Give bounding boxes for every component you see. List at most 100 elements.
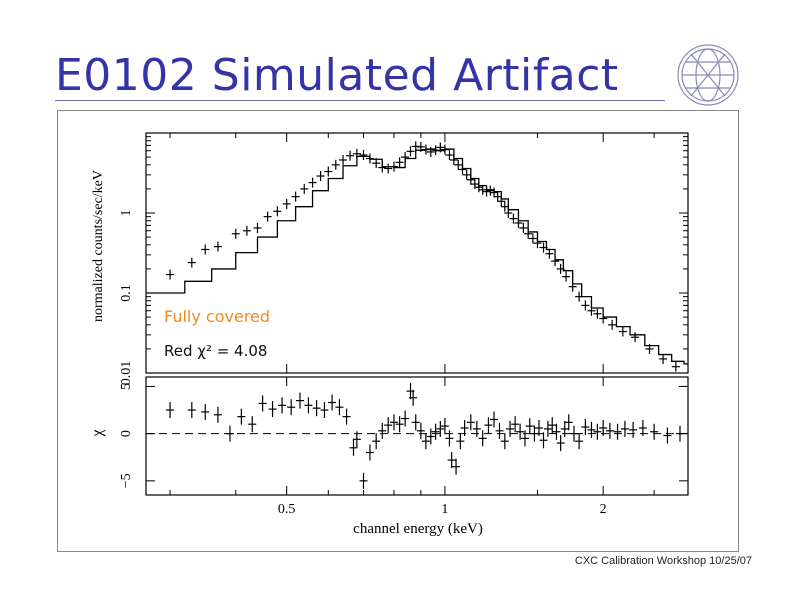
spectrum-data-point (478, 184, 487, 195)
footer-text: CXC Calibration Workshop 10/25/07 (574, 555, 752, 567)
spectrum-data-point (253, 222, 262, 233)
residual-data-point (466, 414, 475, 431)
spectrum-data-point (282, 198, 291, 209)
residual-ylabel: χ (89, 429, 106, 438)
residual-data-point (426, 428, 435, 445)
spectrum-data-point (445, 150, 454, 161)
spectrum-data-point (490, 187, 499, 198)
residual-data-point (599, 419, 608, 436)
spectrum-data-point (618, 326, 627, 337)
spectrum-data-point (587, 305, 596, 316)
residual-data-point (543, 420, 552, 437)
spectrum-data-point (568, 281, 577, 292)
residual-data-point (511, 416, 520, 433)
spectrum-data-point (454, 159, 463, 170)
spectrum-data-point (339, 154, 348, 165)
spectrum-data-point (352, 148, 361, 159)
residual-data-point (395, 416, 404, 433)
spectrum-data-point (426, 146, 435, 157)
residual-data-point (516, 423, 525, 440)
residual-data-point (613, 423, 622, 440)
residual-data-point (421, 433, 430, 450)
spectrum-data-point (436, 142, 445, 153)
spectrum-data-point (231, 228, 240, 239)
residual-data-point (629, 421, 638, 438)
residual-data-point (349, 439, 358, 456)
residual-data-point (564, 414, 573, 431)
spectrum-data-point (263, 211, 272, 222)
residual-frame (145, 376, 689, 496)
spectrum-data-point (509, 213, 518, 224)
residual-data-point (287, 399, 296, 416)
spectrum-data-point (500, 201, 509, 212)
spectrum-data-point (575, 291, 584, 302)
residual-data-point (535, 419, 544, 436)
spectrum-data-point (519, 222, 528, 233)
residual-data-point (445, 430, 454, 447)
residual-data-point (248, 416, 257, 433)
residual-data-point (187, 402, 196, 419)
residual-data-point (278, 397, 287, 414)
spectrum-data-point (365, 153, 374, 164)
spectrum-data-point (406, 146, 415, 157)
spectrum-data-point (599, 313, 608, 324)
residual-data-point (495, 422, 504, 439)
residual-data-point (593, 423, 602, 440)
residual-data-point (500, 433, 509, 450)
residual-data-point (620, 420, 629, 437)
residual-data-point (447, 452, 456, 469)
spectrum-data-point (631, 332, 640, 343)
spectrum-data-point (659, 353, 668, 364)
residual-data-point (237, 408, 246, 425)
chandra-logo-icon (673, 40, 743, 110)
residual-data-point (460, 419, 469, 436)
spectrum-data-point (384, 163, 393, 174)
spectrum-data-point (556, 263, 565, 274)
residual-data-point (530, 425, 539, 442)
residual-data-point (365, 444, 374, 461)
spectrum-data-point (462, 169, 471, 180)
annotation-chi2: Red χ² = 4.08 (164, 342, 267, 360)
spectrum-data-point (528, 233, 537, 244)
residual-data-point (456, 433, 465, 450)
spectrum-data-point (372, 158, 381, 169)
residual-data-point (520, 430, 529, 447)
title-rule (55, 100, 665, 101)
residual-data-point (268, 401, 277, 418)
residual-data-point (225, 425, 234, 442)
residual-data-point (663, 427, 672, 444)
residual-data-point (575, 433, 584, 450)
residual-data-point (335, 399, 344, 416)
spectrum-data-point (316, 171, 325, 182)
residual-data-point (472, 420, 481, 437)
spectrum-data-point (504, 208, 513, 218)
spectrum-data-point (440, 144, 449, 155)
spectrum-data-point (482, 186, 491, 197)
spectrum-data-point (395, 157, 404, 168)
residual-data-point (401, 410, 410, 427)
residual-data-point (352, 431, 361, 448)
spectrum-data-point (539, 242, 548, 253)
spectrum-data-point (431, 145, 440, 156)
residual-data-point (201, 403, 210, 420)
spectrum-frame (145, 132, 689, 374)
spectrum-ylabel: normalized counts/sec/keV (91, 170, 106, 322)
spectrum-data-point (273, 206, 282, 217)
slide-title: E0102 Simulated Artifact (55, 50, 619, 101)
spectrum-data-point (593, 308, 602, 319)
residual-data-point (342, 408, 351, 425)
residual-data-point (650, 423, 659, 440)
residual-data-point (431, 423, 440, 440)
residual-data-point (320, 402, 329, 419)
spectrum-data-point (533, 238, 542, 249)
residual-data-point (411, 414, 420, 431)
spectrum-data-point (486, 185, 495, 196)
x-tick-label: 0.5 (278, 502, 296, 517)
residual-data-point (605, 422, 614, 439)
spectrum-data-point (324, 166, 333, 177)
spectrum-data-point (187, 257, 196, 268)
residual-data-point (312, 400, 321, 417)
residual-data-point (304, 397, 313, 414)
spectrum-data-point (291, 191, 300, 202)
residual-data-point (560, 420, 569, 437)
